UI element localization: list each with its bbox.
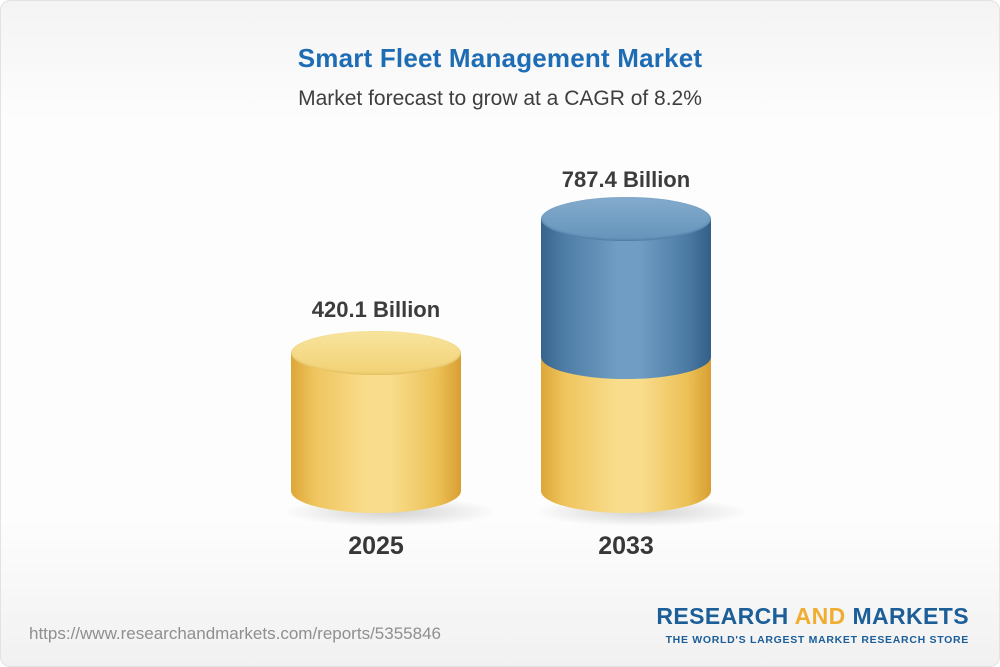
category-label-2033: 2033	[598, 532, 654, 560]
bar-2025-gold-body	[291, 353, 461, 513]
bar-2033-top-cap	[541, 197, 711, 241]
page-subtitle: Market forecast to grow at a CAGR of 8.2…	[298, 87, 702, 110]
logo-word-markets: MARKETS	[852, 603, 969, 629]
page-title: Smart Fleet Management Market	[297, 43, 703, 73]
bar-2033-blue-growth-segment	[541, 219, 711, 379]
category-label-2025: 2025	[348, 532, 404, 560]
research-and-markets-logo: RESEARCH AND MARKETS THE WORLD'S LARGEST…	[656, 603, 969, 646]
logo-word-research: RESEARCH	[656, 603, 789, 629]
value-label-2033: 787.4 Billion	[561, 167, 691, 192]
report-url: https://www.researchandmarkets.com/repor…	[29, 624, 441, 643]
logo-wordmark: RESEARCH AND MARKETS	[656, 603, 969, 630]
logo-tagline: THE WORLD'S LARGEST MARKET RESEARCH STOR…	[665, 634, 969, 646]
logo-word-and: AND	[794, 603, 846, 629]
bar-2025-top-cap	[291, 331, 461, 375]
bar-2033-gold-base-segment	[541, 353, 711, 513]
value-label-2025: 420.1 Billion	[311, 297, 441, 322]
